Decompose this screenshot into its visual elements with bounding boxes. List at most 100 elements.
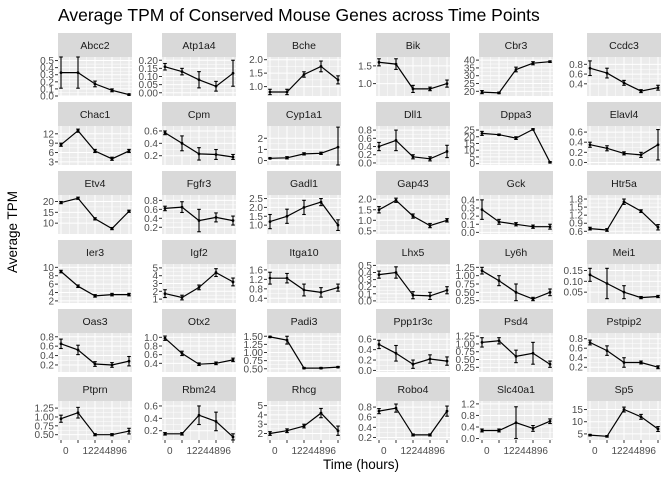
facet-panel-dll1: Dll1 0.00.20.40.60.8 [358, 102, 450, 169]
y-tick-label: 0.4 [569, 138, 583, 149]
y-tick-label: 0.15 [564, 266, 584, 277]
data-point [411, 433, 415, 437]
data-point [548, 160, 552, 164]
facet-strip-label: Cyp1a1 [286, 109, 322, 121]
data-point [197, 78, 201, 82]
y-tick-label: 0.3 [358, 275, 372, 286]
facet-panel-bche: Bche 1.0 1.5 2.0 [249, 33, 341, 96]
data-point [531, 61, 535, 65]
data-point [59, 270, 63, 273]
chart-title: Average TPM of Conserved Mouse Genes acr… [58, 5, 540, 25]
data-point [588, 433, 592, 437]
data-point [336, 223, 340, 227]
data-point [110, 88, 114, 92]
data-point [336, 78, 340, 82]
data-point [428, 224, 432, 227]
y-tick-label: 2 [257, 134, 263, 145]
data-point [377, 60, 381, 64]
data-point [605, 434, 609, 438]
data-point [110, 433, 114, 437]
y-tick-label: 0.10 [139, 72, 159, 83]
facet-panel-slc40a1: Slc40a1 0.00.40.81.2 0 12 24 48 96 [461, 377, 553, 457]
data-point [445, 218, 449, 222]
facet-panel-lhx5: Lhx5 0.00.10.20.30.40.5 [358, 240, 450, 307]
data-point [302, 206, 306, 209]
data-point [639, 153, 643, 157]
data-point [622, 290, 626, 294]
y-tick-label: 0.8 [144, 342, 158, 353]
data-point [319, 290, 323, 294]
x-tick-label: 24 [94, 446, 106, 457]
facet-strip-label: Sp5 [615, 384, 634, 396]
data-point [214, 84, 218, 88]
data-point [445, 409, 449, 413]
x-tick-label: 12 [186, 446, 198, 457]
facet-strip-label: Fgfr3 [187, 178, 212, 190]
data-point [639, 89, 643, 93]
y-tick-label: 1.00 [456, 339, 476, 350]
facet-strip [587, 240, 661, 264]
data-point [480, 340, 484, 344]
data-point [197, 286, 201, 289]
data-point [394, 351, 398, 355]
facet-strip-label: Psd4 [504, 316, 528, 328]
y-tick-label: 0.2 [569, 363, 583, 374]
y-tick-label: 0.4 [40, 351, 54, 362]
y-tick-label: 0.2 [144, 151, 158, 162]
y-tick-label: 0.2 [40, 360, 54, 371]
y-tick-label: 0.8 [144, 196, 158, 207]
data-point [394, 406, 398, 410]
y-tick-label: 20 [464, 87, 476, 98]
facet-strip-label: Dppa3 [501, 109, 532, 121]
data-point [514, 421, 518, 425]
y-tick-label: 0.4 [358, 142, 372, 153]
y-tick-label: 8 [48, 271, 54, 282]
y-tick-label: 0.8 [461, 411, 475, 422]
data-point [302, 152, 306, 156]
data-point [180, 351, 184, 355]
x-tick-label: 48 [526, 446, 538, 457]
data-point [319, 65, 323, 68]
facet-panel-cpm: Cpm 0.20.4 0.6 [144, 102, 236, 165]
facet-strip-label: Htr5a [611, 178, 637, 190]
facet-strip-label: Bik [406, 40, 421, 52]
y-tick-label: 1.8 [569, 195, 583, 206]
y-tick-label: 0.4 [144, 414, 158, 425]
facet-strip [376, 309, 450, 333]
facet-strip [58, 102, 132, 126]
data-point [622, 408, 626, 411]
x-tick-label: 12 [291, 446, 303, 457]
data-point [548, 225, 552, 229]
y-tick-label: 6 [48, 148, 54, 159]
facet-panel-fgfr3: Fgfr3 0.20.40.60.8 [144, 171, 236, 234]
data-point [110, 363, 114, 367]
data-point [639, 361, 643, 364]
y-tick-label: 0.6 [569, 70, 583, 81]
data-point [480, 429, 484, 432]
x-tick-label: 48 [423, 446, 435, 457]
y-tick-label: 0.2 [358, 433, 372, 444]
facet-strip-label: Bche [292, 40, 316, 52]
data-point [285, 90, 289, 94]
y-tick-label: 2.0 [249, 203, 263, 214]
data-point [268, 276, 272, 280]
facet-strip-label: Elavl4 [610, 109, 639, 121]
facet-strip [58, 377, 132, 401]
y-tick-label: 5 [577, 429, 583, 440]
y-tick-label: 15 [464, 139, 476, 150]
facet-strip [587, 309, 661, 333]
facet-strip-label: Oas3 [82, 316, 107, 328]
y-tick-label: 0.6 [358, 335, 372, 346]
facet-panel-ptprn: Ptprn 0.500.751.001.25 0 12 24 48 96 [35, 377, 132, 457]
data-point [531, 225, 535, 229]
data-point [76, 284, 80, 288]
data-point [548, 290, 552, 294]
y-tick-label: 20 [43, 197, 55, 208]
x-tick-label: 48 [314, 446, 326, 457]
data-point [428, 87, 432, 91]
y-tick-label: 0.6 [358, 413, 372, 424]
y-tick-label: 0.4 [249, 294, 263, 305]
y-tick-label: 0.8 [249, 284, 263, 295]
facet-panel-atp1a4: Atp1a4 0.000.050.100.150.20 [139, 33, 236, 99]
